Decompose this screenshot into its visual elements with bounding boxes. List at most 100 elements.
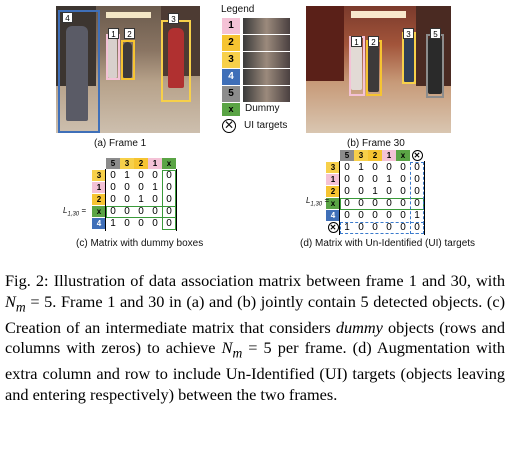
matrix-cell: 0 bbox=[358, 210, 364, 221]
frame1-tag-1: 1 bbox=[108, 28, 119, 39]
ceiling-light bbox=[351, 11, 406, 18]
matrix-cell: 0 bbox=[138, 218, 144, 229]
legend-item-2: 2 bbox=[222, 35, 290, 51]
frame-1-caption: (a) Frame 1 bbox=[94, 138, 147, 149]
dummy-swatch: x bbox=[222, 103, 240, 116]
col-header-0: 5 bbox=[106, 158, 120, 169]
matrix-cell: 0 bbox=[166, 218, 172, 229]
matrix-cell: 0 bbox=[400, 186, 406, 197]
frame30-tag-5: 5 bbox=[430, 28, 441, 39]
row-header-0: 3 bbox=[326, 162, 340, 173]
matrix-cell: 0 bbox=[400, 210, 406, 221]
legend-title: Legend bbox=[221, 4, 255, 15]
matrix-cell: 0 bbox=[138, 170, 144, 181]
matrix-cell: 1 bbox=[386, 174, 392, 185]
col-header-1: 3 bbox=[120, 158, 134, 169]
legend-item-4: 4 bbox=[222, 69, 290, 85]
matrix-cell: 0 bbox=[124, 194, 130, 205]
matrix-cell: 1 bbox=[138, 194, 144, 205]
bbox-object-2 bbox=[121, 40, 135, 80]
matrix-cell: 0 bbox=[124, 182, 130, 193]
legend-item-5: 5 bbox=[222, 86, 290, 102]
figure-caption: Fig. 2: Illustration of data association… bbox=[5, 271, 505, 405]
ceiling-light bbox=[106, 12, 151, 18]
matrix-cell: 1 bbox=[124, 170, 130, 181]
dummy-label: Dummy bbox=[245, 103, 280, 114]
row-header-1: 1 bbox=[326, 174, 340, 185]
legend-crop-image bbox=[243, 18, 290, 34]
matrix-cell: 0 bbox=[138, 206, 144, 217]
shop-left bbox=[306, 6, 344, 81]
col-header-3: 1 bbox=[382, 150, 396, 161]
dummy-col-highlight bbox=[162, 170, 176, 230]
legend-crop-image bbox=[243, 52, 290, 68]
matrix-cell: 0 bbox=[386, 198, 392, 209]
row-header-3: x bbox=[92, 206, 106, 217]
person-figure bbox=[428, 36, 442, 94]
matrix-cell: 0 bbox=[152, 170, 158, 181]
matrix-cell: 0 bbox=[372, 210, 378, 221]
legend-swatch: 5 bbox=[222, 86, 240, 102]
person-figure bbox=[404, 34, 414, 82]
matrix-cell: 0 bbox=[358, 198, 364, 209]
matrix-cell: 0 bbox=[372, 174, 378, 185]
legend-swatch: 3 bbox=[222, 52, 240, 68]
row-header-1: 1 bbox=[92, 182, 106, 193]
ui-target-label: UI targets bbox=[244, 120, 288, 131]
legend-swatch: 4 bbox=[222, 69, 240, 85]
matrix-c-caption: (c) Matrix with dummy boxes bbox=[76, 238, 204, 249]
col-header-0: 5 bbox=[340, 150, 354, 161]
matrix-cell: 0 bbox=[400, 162, 406, 173]
person-figure bbox=[351, 40, 362, 90]
frame30-tag-1: 1 bbox=[351, 36, 362, 47]
person-figure bbox=[123, 42, 132, 78]
ui-row-highlight bbox=[340, 222, 424, 234]
col-header-4: x bbox=[162, 158, 176, 169]
matrix-cell: 0 bbox=[152, 206, 158, 217]
matrix-cell: 0 bbox=[138, 182, 144, 193]
bbox-object-5 bbox=[426, 34, 444, 98]
matrix-cell: 0 bbox=[344, 174, 350, 185]
matrix-cell: 0 bbox=[414, 198, 420, 209]
matrix-cell: 0 bbox=[414, 174, 420, 185]
matrix-cell: 1 bbox=[372, 186, 378, 197]
matrix-cell: 0 bbox=[110, 170, 116, 181]
matrix-cell: 0 bbox=[386, 222, 392, 233]
row-header-2: 2 bbox=[326, 186, 340, 197]
matrix-cell: 0 bbox=[124, 206, 130, 217]
bbox-object-1 bbox=[106, 34, 120, 80]
matrix-cell: 0 bbox=[124, 218, 130, 229]
matrix-cell: 0 bbox=[372, 198, 378, 209]
col-header-1: 3 bbox=[354, 150, 368, 161]
row-header-5: ✕ bbox=[327, 222, 339, 233]
row-header-4: 4 bbox=[92, 218, 106, 229]
row-header-3: x bbox=[326, 198, 340, 209]
frame1-tag-4: 4 bbox=[62, 12, 73, 23]
matrix-cell: 0 bbox=[414, 162, 420, 173]
col-header-5: ✕ bbox=[411, 150, 423, 161]
matrix-cell: 0 bbox=[372, 222, 378, 233]
matrix-cell: 1 bbox=[110, 218, 116, 229]
person-figure bbox=[66, 26, 88, 121]
matrix-cell: 0 bbox=[344, 162, 350, 173]
matrix-cell: 0 bbox=[358, 186, 364, 197]
bbox-object-2 bbox=[366, 40, 382, 96]
matrix-cell: 0 bbox=[358, 222, 364, 233]
matrix-cell: 0 bbox=[166, 170, 172, 181]
legend-swatch: 1 bbox=[222, 18, 240, 34]
matrix-d-label: L1,30 = bbox=[306, 196, 330, 208]
frame1-tag-3: 3 bbox=[168, 13, 179, 24]
matrix-cell: 0 bbox=[152, 218, 158, 229]
matrix-cell: 1 bbox=[344, 222, 350, 233]
matrix-cell: 0 bbox=[400, 198, 406, 209]
frame30-tag-2: 2 bbox=[368, 36, 379, 47]
row-header-2: 2 bbox=[92, 194, 106, 205]
matrix-c-label: L1,30 = bbox=[63, 206, 87, 218]
matrix-cell: 0 bbox=[166, 206, 172, 217]
frame30-tag-3: 3 bbox=[403, 28, 414, 39]
matrix-d-caption: (d) Matrix with Un-Identified (UI) targe… bbox=[300, 238, 476, 249]
col-header-4: x bbox=[396, 150, 410, 161]
bbox-object-4 bbox=[58, 10, 100, 133]
col-header-2: 2 bbox=[368, 150, 382, 161]
frame1-tag-2: 2 bbox=[124, 28, 135, 39]
